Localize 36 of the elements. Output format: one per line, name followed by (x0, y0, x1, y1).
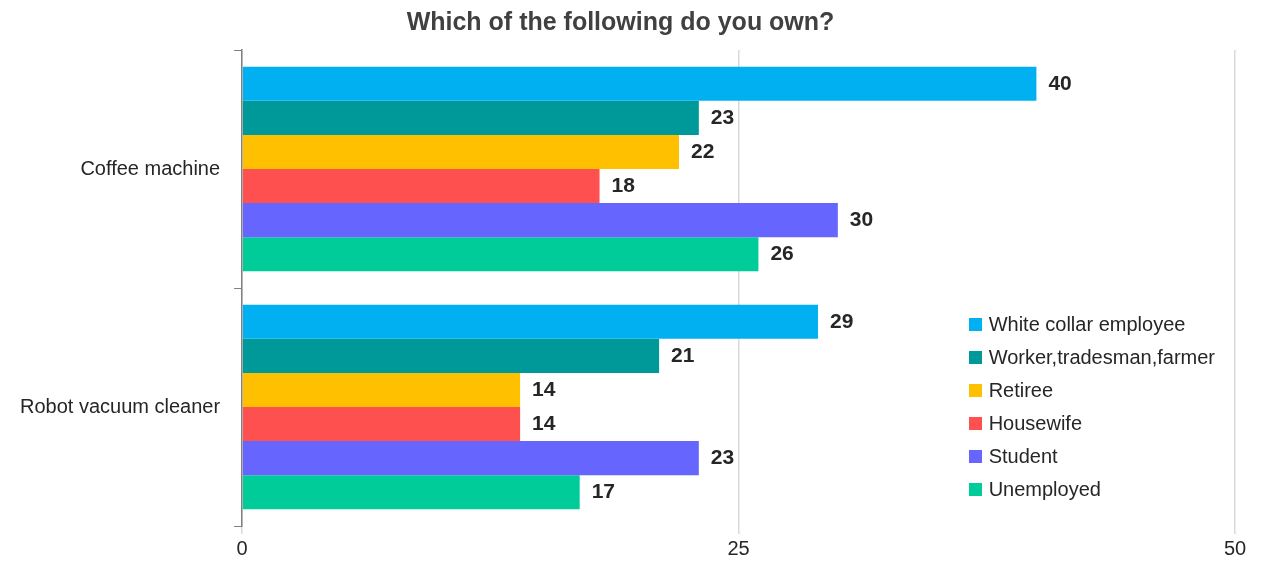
data-label: 21 (671, 342, 695, 366)
x-tick-label: 0 (236, 536, 248, 559)
data-label: 22 (690, 138, 715, 162)
data-label: 17 (591, 479, 616, 503)
bar (242, 134, 679, 169)
data-label: 23 (710, 104, 735, 128)
bar (242, 372, 521, 407)
data-label: 26 (770, 241, 794, 265)
y-tick-label: Coffee machine (80, 156, 221, 179)
bar (242, 338, 660, 373)
legend-label: Worker,tradesman,farmer (988, 346, 1215, 369)
data-label: 30 (849, 206, 874, 230)
legend-label: Retiree (988, 379, 1054, 402)
bar (242, 475, 580, 510)
bar (242, 441, 699, 476)
bar (242, 169, 600, 204)
bar (242, 237, 759, 272)
data-label: 40 (1048, 70, 1072, 94)
legend-label: Unemployed (988, 478, 1101, 501)
legend-label: Housewife (988, 412, 1083, 435)
data-label: 14 (532, 376, 556, 400)
data-label: 14 (532, 410, 556, 434)
legend-label: White collar employee (988, 313, 1186, 336)
x-tick-label: 25 (727, 536, 750, 559)
bar (242, 100, 699, 135)
data-label: 29 (829, 308, 854, 332)
x-tick-label: 50 (1223, 536, 1247, 559)
bar (242, 304, 818, 339)
bar (242, 203, 838, 238)
bar (242, 407, 521, 442)
y-tick-label: Robot vacuum cleaner (20, 394, 221, 417)
chart-title: Which of the following do you own? (406, 6, 835, 35)
data-label: 23 (710, 444, 735, 468)
legend-label: Student (988, 445, 1058, 468)
bar (242, 66, 1037, 101)
data-label: 18 (611, 172, 636, 196)
